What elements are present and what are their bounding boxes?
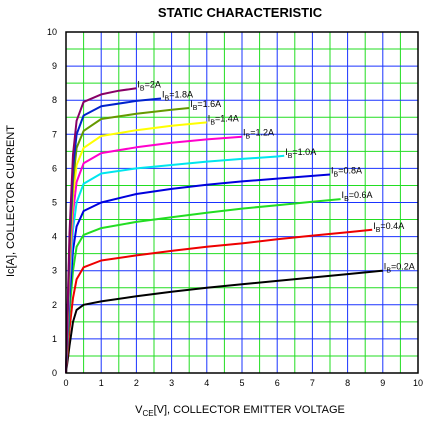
series-label-1: IB=0.4A bbox=[373, 221, 404, 234]
series-label-prefix: I bbox=[331, 166, 334, 176]
y-tick-label: 7 bbox=[52, 129, 57, 139]
series-label-prefix: I bbox=[137, 79, 140, 89]
series-label-subscript: B bbox=[376, 227, 381, 234]
series-label-suffix: =1.2A bbox=[250, 128, 274, 138]
series-label-subscript: B bbox=[386, 268, 391, 275]
series-label-5: IB=1.2A bbox=[243, 128, 274, 141]
series-label-prefix: I bbox=[243, 128, 246, 138]
x-tick-label: 5 bbox=[239, 378, 244, 388]
series-label-prefix: I bbox=[285, 147, 288, 157]
series-line-2 bbox=[65, 198, 341, 374]
series-label-suffix: =0.6A bbox=[349, 190, 373, 200]
grid-major bbox=[66, 32, 418, 373]
plot-frame bbox=[65, 31, 419, 374]
x-tick-label: 8 bbox=[345, 378, 350, 388]
chart-title: STATIC CHARACTERISTIC bbox=[158, 5, 323, 20]
x-tick-label: 6 bbox=[275, 378, 280, 388]
y-tick-label: 10 bbox=[47, 27, 57, 37]
series-label-suffix: =1.6A bbox=[197, 99, 221, 109]
x-tick-label: 4 bbox=[204, 378, 209, 388]
series-label-4: IB=1.0A bbox=[285, 147, 316, 160]
series-label-subscript: B bbox=[193, 105, 198, 112]
series-label-prefix: I bbox=[384, 262, 387, 272]
series-line-1 bbox=[65, 228, 373, 374]
series-label-subscript: B bbox=[344, 196, 349, 203]
series-label-subscript: B bbox=[165, 95, 170, 102]
series-label-subscript: B bbox=[140, 85, 145, 92]
series-label-prefix: I bbox=[162, 89, 165, 99]
y-axis-label: Ic[A], COLLECTOR CURRENT bbox=[5, 125, 17, 277]
y-tick-label: 1 bbox=[52, 334, 57, 344]
plot-border bbox=[65, 31, 419, 374]
x-tick-label: 2 bbox=[134, 378, 139, 388]
series-label-suffix: =0.2A bbox=[391, 262, 415, 272]
y-tick-label: 5 bbox=[52, 198, 57, 208]
series-label-3: IB=0.8A bbox=[331, 166, 362, 179]
series-line-3 bbox=[65, 173, 331, 374]
series-label-9: IB=2A bbox=[137, 79, 160, 92]
x-axis-label-subscript: CE bbox=[142, 409, 153, 418]
series-label-0: IB=0.2A bbox=[384, 262, 415, 275]
x-tick-label: 7 bbox=[310, 378, 315, 388]
series-label-suffix: =2A bbox=[145, 79, 161, 89]
series-label-prefix: I bbox=[342, 190, 345, 200]
x-axis-label: VCE[V], COLLECTOR EMITTER VOLTAGE bbox=[135, 404, 345, 418]
series-label-suffix: =1.8A bbox=[169, 89, 193, 99]
series-label-suffix: =1.0A bbox=[292, 147, 316, 157]
series-line-9 bbox=[65, 87, 137, 374]
series-label-suffix: =1.4A bbox=[215, 113, 239, 123]
series-line-0 bbox=[65, 269, 383, 374]
y-tick-label: 0 bbox=[52, 368, 57, 378]
y-tick-label: 8 bbox=[52, 95, 57, 105]
x-tick-label: 3 bbox=[169, 378, 174, 388]
series-label-suffix: =0.4A bbox=[380, 221, 404, 231]
series-labels: IB=0.2AIB=0.4AIB=0.6AIB=0.8AIB=1.0AIB=1.… bbox=[137, 79, 414, 274]
y-tick-label: 6 bbox=[52, 163, 57, 173]
series-label-subscript: B bbox=[334, 172, 339, 179]
y-tick-label: 9 bbox=[52, 61, 57, 71]
x-tick-label: 9 bbox=[380, 378, 385, 388]
y-tick-label: 4 bbox=[52, 232, 57, 242]
y-axis-ticks: 0 1 2 3 4 5 6 7 8 9 10 bbox=[47, 27, 57, 378]
series-label-suffix: =0.8A bbox=[338, 166, 362, 176]
x-axis-label-prefix: V bbox=[135, 404, 143, 416]
y-tick-label: 3 bbox=[52, 266, 57, 276]
x-axis-label-suffix: [V], COLLECTOR EMITTER VOLTAGE bbox=[154, 404, 345, 416]
series-label-subscript: B bbox=[288, 153, 293, 160]
y-tick-label: 2 bbox=[52, 300, 57, 310]
series-label-subscript: B bbox=[246, 134, 251, 141]
series-label-prefix: I bbox=[190, 99, 193, 109]
x-axis-ticks: 0 1 2 3 4 5 6 7 8 9 10 bbox=[63, 378, 423, 388]
x-tick-label: 1 bbox=[99, 378, 104, 388]
series-label-7: IB=1.6A bbox=[190, 99, 221, 112]
series-label-subscript: B bbox=[210, 119, 215, 126]
series-label-6: IB=1.4A bbox=[208, 113, 239, 126]
series-layer bbox=[65, 87, 383, 374]
series-label-prefix: I bbox=[373, 221, 376, 231]
x-tick-label: 10 bbox=[413, 378, 423, 388]
series-label-2: IB=0.6A bbox=[342, 190, 373, 203]
x-tick-label: 0 bbox=[63, 378, 68, 388]
series-label-prefix: I bbox=[208, 113, 211, 123]
series-label-8: IB=1.8A bbox=[162, 89, 193, 102]
